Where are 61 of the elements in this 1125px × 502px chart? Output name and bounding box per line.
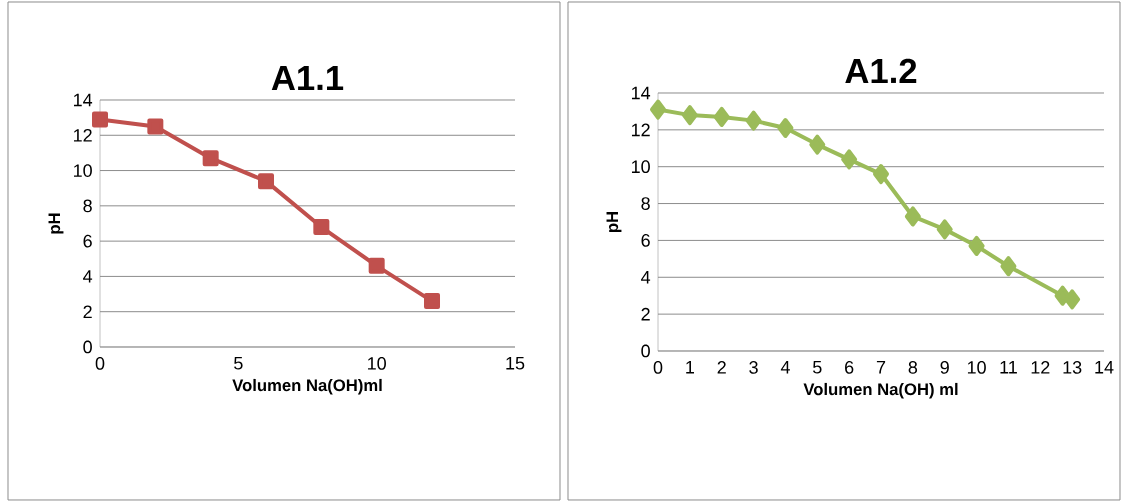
y-tick-label: 2 (83, 305, 92, 318)
y-tick-label: 2 (641, 307, 650, 321)
point (904, 206, 921, 227)
x-tick-label: 15 (506, 357, 525, 370)
y-tick-label: 4 (641, 271, 651, 284)
point (681, 105, 698, 126)
point (936, 219, 953, 240)
x-tick-label: 6 (845, 361, 854, 374)
y-tick-label: 14 (631, 86, 651, 100)
x-tick-label: 10 (967, 361, 986, 374)
point (650, 99, 666, 120)
point (258, 173, 275, 190)
point (1064, 289, 1081, 310)
point (313, 219, 330, 236)
x-axis-title: Volumen Na(OH)ml (232, 378, 382, 395)
x-tick-label: 13 (1063, 361, 1082, 374)
y-tick-label: 6 (83, 234, 92, 248)
chart-title: A1.1 (271, 66, 344, 90)
point (424, 293, 441, 310)
y-tick-label: 14 (73, 93, 93, 107)
x-tick-label: 9 (940, 361, 949, 374)
x-tick-label: 4 (780, 361, 790, 374)
y-axis-title: pH (606, 212, 622, 232)
x-tick-label: 14 (1095, 361, 1114, 374)
y-tick-label: 8 (83, 199, 92, 213)
x-tick-label: 1 (686, 361, 694, 374)
y-tick-label: 4 (83, 270, 93, 283)
point (745, 110, 762, 131)
x-axis-title: Volumen Na(OH) ml (803, 382, 958, 399)
x-tick-label: 0 (653, 361, 663, 374)
point (873, 164, 889, 185)
point (368, 257, 385, 274)
y-tick-label: 10 (73, 164, 92, 177)
point (1000, 256, 1017, 277)
point (202, 150, 219, 167)
chart-title: A1.2 (845, 58, 917, 83)
y-tick-label: 12 (631, 123, 650, 137)
y-tick-label: 8 (641, 197, 650, 210)
x-tick-label: 8 (908, 361, 918, 374)
y-tick-label: 0 (83, 340, 92, 354)
x-tick-label: 10 (368, 357, 386, 370)
y-tick-label: 6 (641, 234, 650, 247)
point (968, 235, 985, 256)
point (777, 118, 794, 139)
y-axis-title: pH (48, 213, 64, 234)
point (92, 111, 109, 128)
y-tick-label: 10 (631, 160, 650, 174)
point (809, 134, 826, 155)
x-tick-label: 7 (876, 361, 886, 374)
x-tick-label: 0 (95, 357, 105, 370)
y-tick-label: 12 (73, 128, 92, 142)
x-tick-label: 5 (234, 357, 243, 370)
point (147, 118, 164, 135)
x-tick-label: 2 (717, 361, 726, 374)
y-tick-label: 0 (641, 344, 650, 358)
x-tick-label: 3 (749, 361, 758, 374)
x-tick-label: 11 (1000, 361, 1017, 374)
x-tick-label: 5 (812, 361, 822, 374)
x-tick-label: 12 (1031, 361, 1050, 374)
point (713, 106, 730, 127)
point (841, 149, 858, 170)
